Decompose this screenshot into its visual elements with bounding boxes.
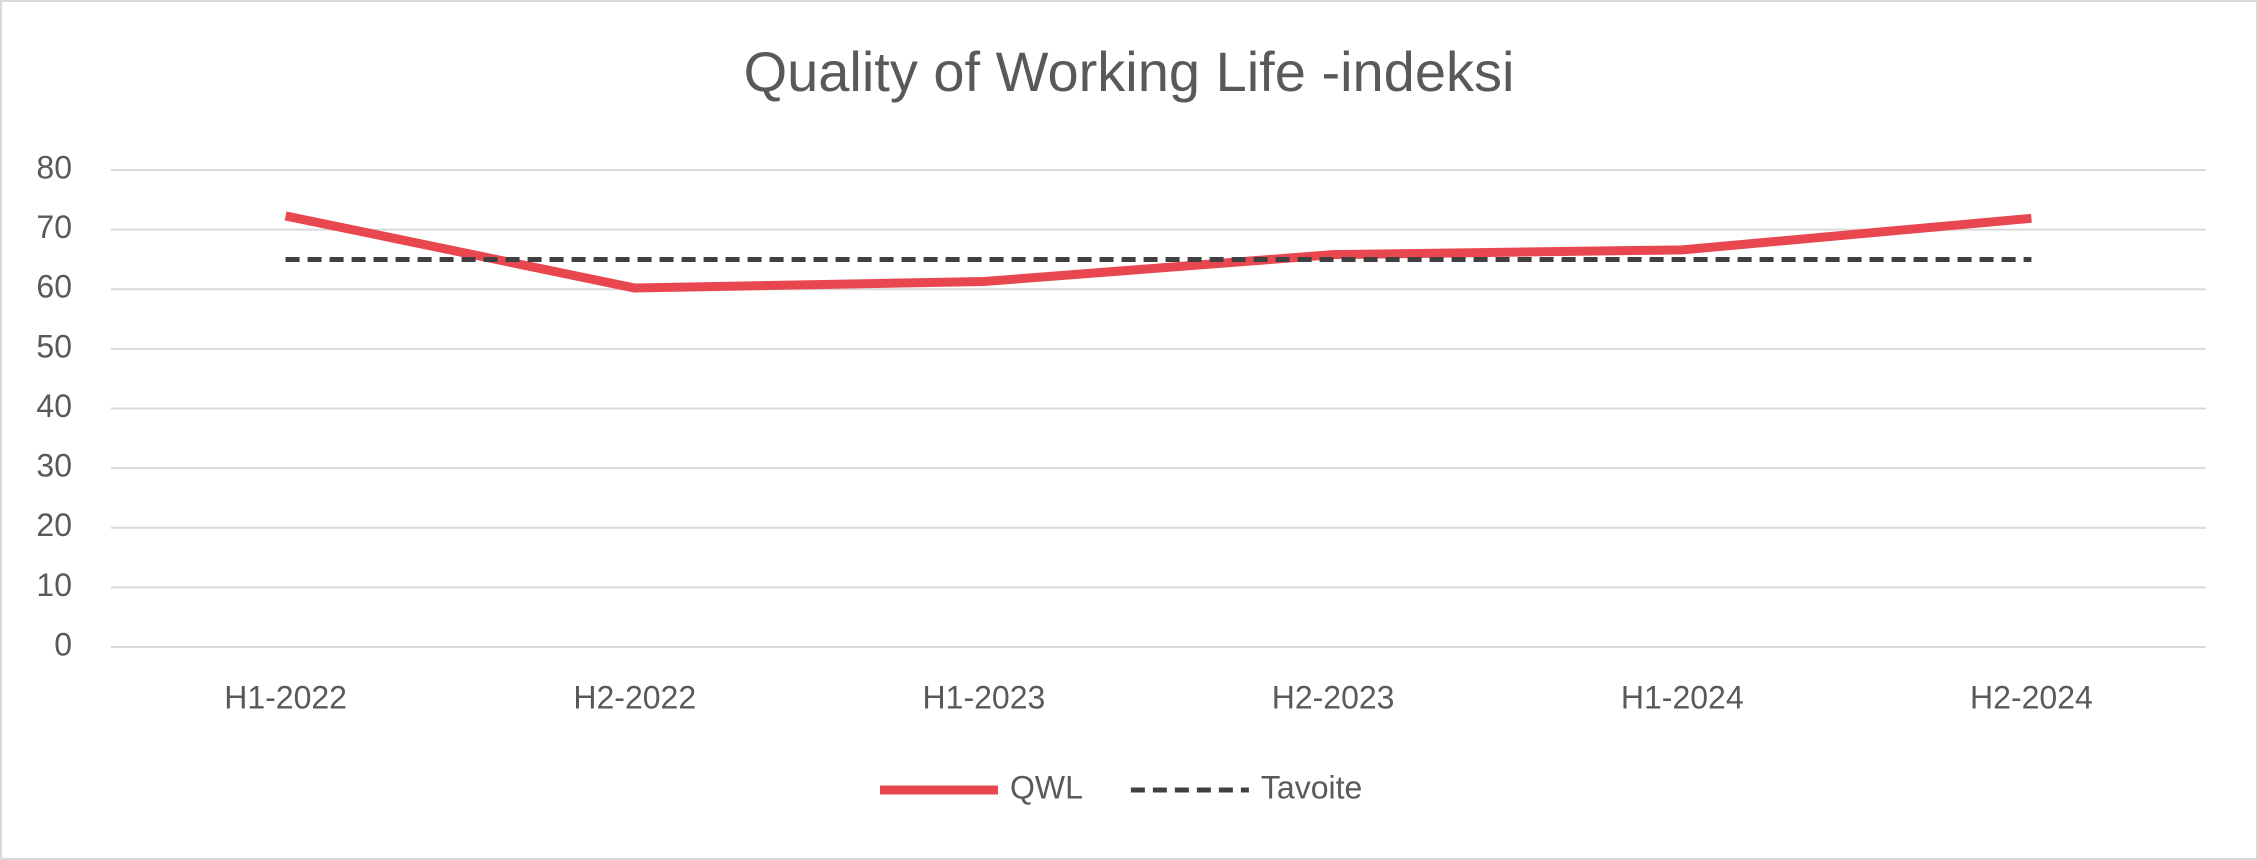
y-tick-label: 0: [54, 626, 72, 662]
x-tick-label: H1-2022: [224, 679, 347, 715]
x-tick-label: H1-2023: [923, 679, 1046, 715]
y-tick-label: 10: [36, 567, 72, 603]
legend-label: Tavoite: [1261, 769, 1362, 805]
y-tick-label: 40: [36, 388, 72, 424]
y-tick-label: 20: [36, 507, 72, 543]
y-tick-label: 70: [36, 209, 72, 245]
y-tick-label: 50: [36, 328, 72, 364]
y-tick-label: 60: [36, 269, 72, 305]
series-line: [284, 211, 2032, 293]
y-tick-label: 30: [36, 448, 72, 484]
x-tick-label: H2-2022: [573, 679, 696, 715]
y-tick-label: 80: [36, 149, 72, 185]
chart-title: Quality of Working Life -indeksi: [744, 40, 1515, 103]
x-tick-label: H2-2023: [1272, 679, 1395, 715]
x-tick-label: H1-2024: [1621, 679, 1744, 715]
legend-label: QWL: [1010, 769, 1083, 805]
x-tick-label: H2-2024: [1970, 679, 2093, 715]
